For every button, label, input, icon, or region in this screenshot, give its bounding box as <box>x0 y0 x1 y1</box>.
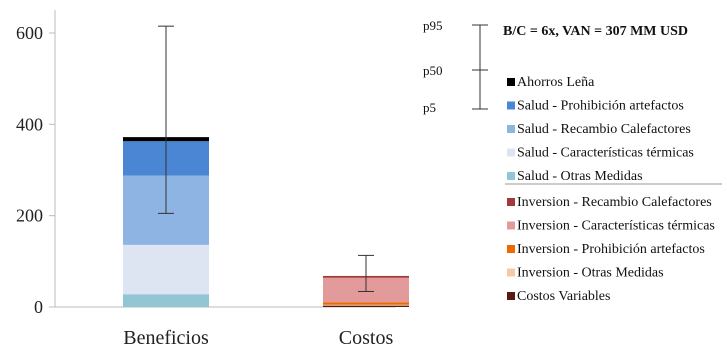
legend-swatch-inversion-recambio-calefactores <box>507 198 515 206</box>
x-category-label: Costos <box>339 327 394 349</box>
bar-segment-salud-otras-medidas <box>123 294 209 307</box>
percentile-key-label-p95: p95 <box>423 18 443 33</box>
chart-axes: 0 200 400 600 <box>16 10 396 317</box>
legend-label-salud-otras-medidas: Salud - Otras Medidas <box>517 169 643 184</box>
legend-swatch-salud-recambio-calefactores <box>507 125 515 133</box>
chart-error-bars <box>158 25 374 292</box>
percentile-key: p95 p50 p5 B/C = 6x, VAN = 307 MM USD <box>423 18 688 115</box>
legend-swatch-inversion-caracteristicas-termicas <box>507 221 515 230</box>
legend-label-salud-prohibicion-artefactos: Salud - Prohibición artefactos <box>517 99 684 114</box>
bar-segment-inversion-prohibicion-artefactos <box>323 302 409 305</box>
legend-swatch-costos-variables <box>507 292 515 300</box>
legend-label-salud-recambio-calefactores: Salud - Recambio Calefactores <box>517 122 691 137</box>
percentile-key-label-p5: p5 <box>423 100 436 115</box>
y-tick-label: 200 <box>16 206 43 226</box>
y-tick-label: 400 <box>16 114 43 134</box>
legend-swatch-salud-prohibicion-artefactos <box>507 101 515 110</box>
legend-label-salud-caracteristicas-termicas: Salud - Características térmicas <box>517 146 694 161</box>
legend-swatch-inversion-otras-medidas <box>507 268 515 277</box>
chart-legend: Ahorros Leña Salud - Prohibición artefact… <box>505 75 722 304</box>
percentile-key-label-p50: p50 <box>423 63 443 78</box>
legend-label-inversion-prohibicion-artefactos: Inversion - Prohibición artefactos <box>517 242 705 257</box>
legend-label-costos-variables: Costos Variables <box>517 289 610 304</box>
legend-label-inversion-otras-medidas: Inversion - Otras Medidas <box>517 266 664 281</box>
x-category-label: Beneficios <box>123 327 209 349</box>
chart-category-labels: Beneficios Costos <box>123 327 393 349</box>
legend-swatch-salud-otras-medidas <box>507 172 515 180</box>
legend-swatch-salud-caracteristicas-termicas <box>507 148 515 157</box>
legend-label-inversion-recambio-calefactores: Inversion - Recambio Calefactores <box>517 195 712 210</box>
legend-swatch-inversion-prohibicion-artefactos <box>507 245 515 253</box>
bar-segment-inversion-otras-medidas <box>323 304 409 306</box>
bar-segment-costos-variables <box>323 305 409 307</box>
y-tick-label: 600 <box>16 23 43 43</box>
chart-annotation: B/C = 6x, VAN = 307 MM USD <box>503 24 688 39</box>
legend-label-ahorros-lena: Ahorros Leña <box>517 75 595 90</box>
legend-swatch-ahorros-lena <box>507 78 515 86</box>
bar-segment-salud-caracteristicas-termicas <box>123 244 209 295</box>
y-tick-label: 0 <box>34 297 43 317</box>
legend-label-inversion-caracteristicas-termicas: Inversion - Características térmicas <box>517 219 715 234</box>
